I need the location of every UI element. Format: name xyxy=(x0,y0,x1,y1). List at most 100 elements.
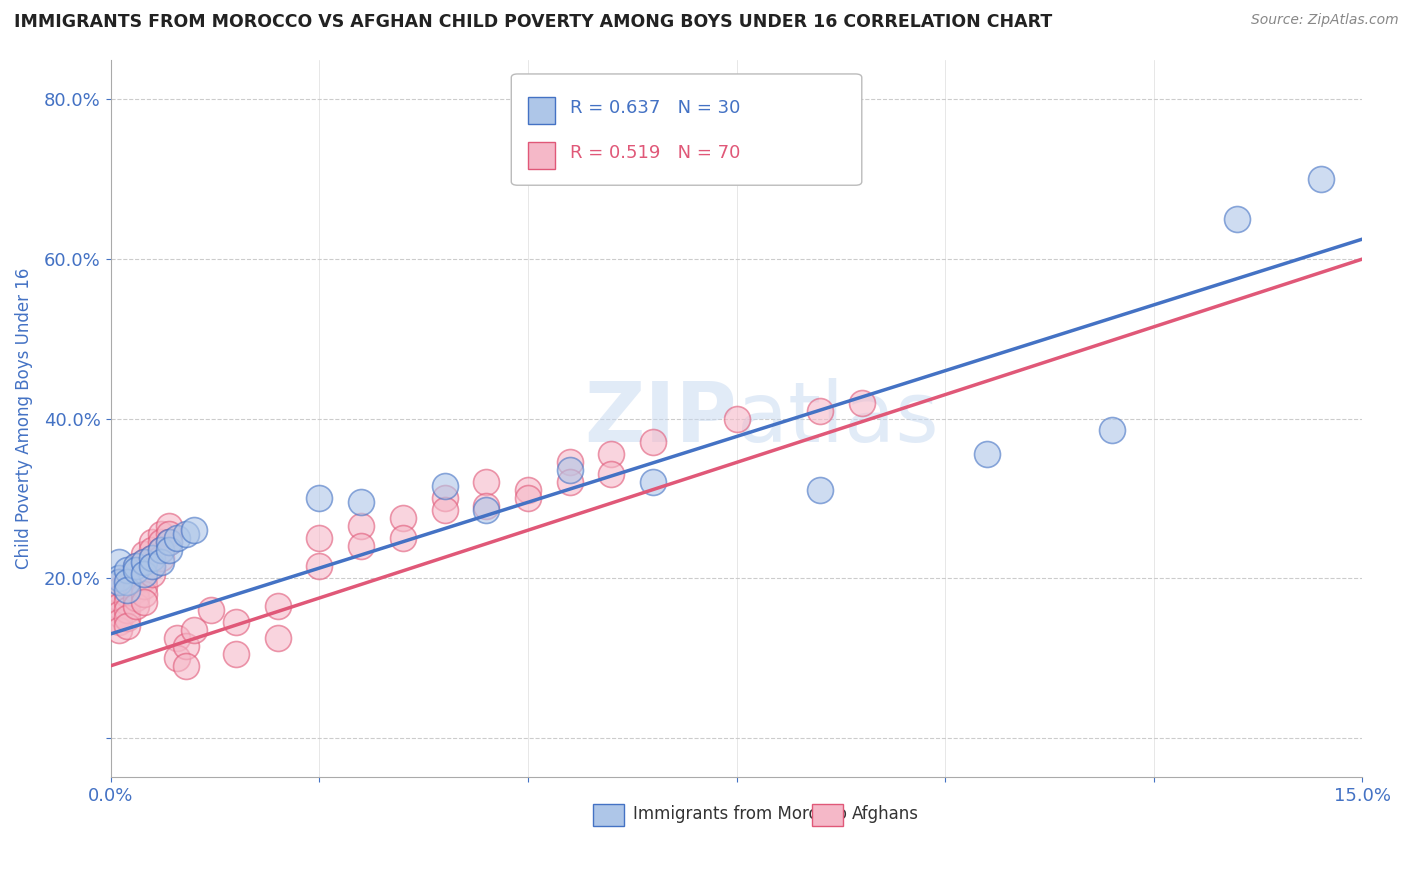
Point xyxy=(125,575,148,590)
Point xyxy=(976,447,998,461)
Point xyxy=(1226,212,1249,227)
Point xyxy=(141,551,163,566)
Point xyxy=(117,595,139,609)
Point xyxy=(125,599,148,613)
Point xyxy=(108,575,131,590)
Point xyxy=(149,543,172,558)
Point xyxy=(132,595,155,609)
Point xyxy=(149,543,172,558)
Point xyxy=(350,519,373,533)
Point xyxy=(308,491,330,506)
Point xyxy=(166,531,188,545)
Point xyxy=(391,511,413,525)
Point xyxy=(174,527,197,541)
FancyBboxPatch shape xyxy=(512,74,862,186)
Point xyxy=(141,535,163,549)
Point xyxy=(433,479,456,493)
Point xyxy=(132,555,155,569)
Point xyxy=(125,582,148,597)
Point xyxy=(308,559,330,574)
Point xyxy=(117,587,139,601)
Point xyxy=(117,563,139,577)
Point xyxy=(157,535,180,549)
Point xyxy=(125,563,148,577)
Point xyxy=(183,523,205,537)
Point xyxy=(132,567,155,582)
Point xyxy=(149,555,172,569)
Point xyxy=(132,587,155,601)
Point xyxy=(117,619,139,633)
Y-axis label: Child Poverty Among Boys Under 16: Child Poverty Among Boys Under 16 xyxy=(15,268,32,569)
Point xyxy=(108,591,131,605)
Point xyxy=(157,527,180,541)
Bar xyxy=(593,804,624,826)
Point xyxy=(475,475,498,490)
Point xyxy=(132,547,155,561)
Point xyxy=(141,559,163,574)
Point xyxy=(308,531,330,545)
Point xyxy=(125,559,148,574)
Point xyxy=(225,647,247,661)
Text: IMMIGRANTS FROM MOROCCO VS AFGHAN CHILD POVERTY AMONG BOYS UNDER 16 CORRELATION : IMMIGRANTS FROM MOROCCO VS AFGHAN CHILD … xyxy=(14,13,1052,31)
Point xyxy=(141,559,163,574)
Point xyxy=(125,591,148,605)
Point xyxy=(433,491,456,506)
Point xyxy=(141,551,163,566)
Point xyxy=(157,535,180,549)
Point xyxy=(117,579,139,593)
Point xyxy=(108,575,131,590)
Point xyxy=(266,599,288,613)
Point xyxy=(174,658,197,673)
Point xyxy=(200,603,222,617)
Point xyxy=(1101,424,1123,438)
Point xyxy=(851,395,873,409)
Point xyxy=(132,571,155,585)
Point xyxy=(600,467,623,482)
Point xyxy=(725,411,748,425)
Point xyxy=(174,639,197,653)
Bar xyxy=(527,142,555,169)
Point xyxy=(1309,172,1331,186)
Point xyxy=(643,435,665,450)
Point xyxy=(108,555,131,569)
Text: R = 0.519   N = 70: R = 0.519 N = 70 xyxy=(569,144,741,162)
Point xyxy=(350,539,373,553)
Point xyxy=(117,611,139,625)
Point xyxy=(125,567,148,582)
Point xyxy=(517,483,540,498)
Point xyxy=(108,615,131,629)
Text: Source: ZipAtlas.com: Source: ZipAtlas.com xyxy=(1251,13,1399,28)
Point xyxy=(643,475,665,490)
Point xyxy=(132,579,155,593)
Point xyxy=(350,495,373,509)
Point xyxy=(117,575,139,590)
Point xyxy=(558,455,581,469)
Text: atlas: atlas xyxy=(737,378,938,459)
Point xyxy=(108,623,131,637)
Point xyxy=(149,527,172,541)
Point xyxy=(149,551,172,566)
Point xyxy=(132,555,155,569)
Point xyxy=(117,603,139,617)
Point xyxy=(166,631,188,645)
Point xyxy=(183,623,205,637)
Point xyxy=(108,607,131,621)
Point xyxy=(558,475,581,490)
Point xyxy=(125,559,148,574)
Point xyxy=(558,463,581,477)
Point xyxy=(141,543,163,558)
Point xyxy=(391,531,413,545)
Bar xyxy=(527,97,555,124)
Point xyxy=(433,503,456,517)
Point xyxy=(108,599,131,613)
Point xyxy=(166,650,188,665)
Point xyxy=(157,543,180,558)
Point xyxy=(108,582,131,597)
Point xyxy=(266,631,288,645)
Point xyxy=(149,535,172,549)
Point xyxy=(517,491,540,506)
Text: Afghans: Afghans xyxy=(852,805,918,823)
Point xyxy=(600,447,623,461)
Text: R = 0.637   N = 30: R = 0.637 N = 30 xyxy=(569,99,741,117)
Point xyxy=(117,582,139,597)
